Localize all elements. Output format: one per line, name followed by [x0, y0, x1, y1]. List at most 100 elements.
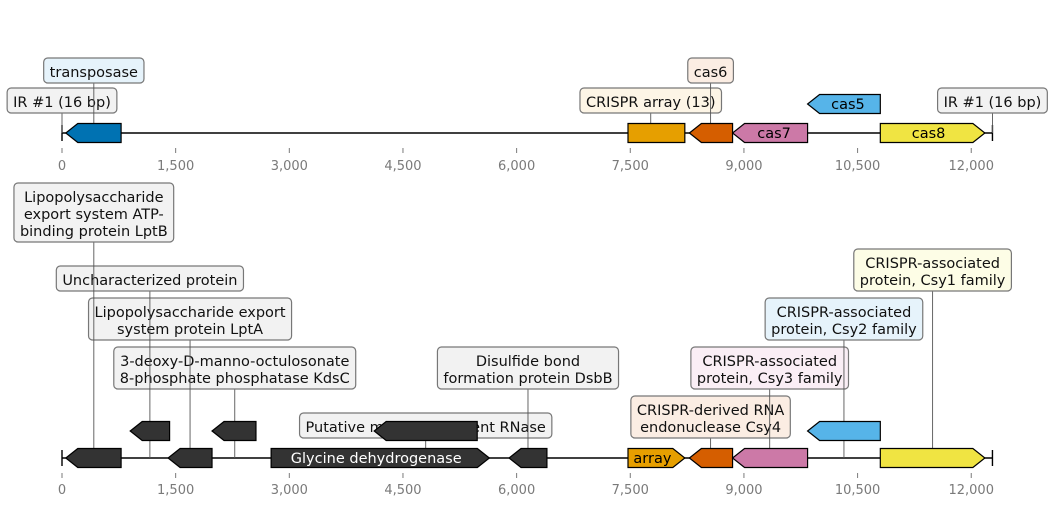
gene-arrow [373, 420, 478, 442]
tick-label: 4,500 [384, 159, 421, 174]
gene-arrow [627, 447, 686, 469]
annotation-box [13, 182, 175, 243]
annotation-box [55, 265, 245, 292]
annotation-box [113, 346, 357, 390]
tick-label: 12,000 [948, 159, 994, 174]
annotation-box [687, 57, 735, 84]
gene-label: array [633, 451, 671, 467]
gene-arrow [129, 420, 171, 442]
tick-label: 7,500 [612, 483, 649, 498]
feature-csy4-gene [688, 447, 734, 469]
annotation-box [579, 87, 723, 114]
feature-transposase-gene [64, 122, 122, 144]
feature-csy1-gene [879, 447, 986, 469]
feature-glycine-dehydrogenase-gene: Glycine dehydrogenase [270, 447, 491, 469]
annotation-text: Disulfide bond [476, 354, 580, 370]
annotation-ir-left: IR #1 (16 bp) [6, 87, 118, 114]
feature-array-gene: array [627, 447, 686, 469]
annotation-text: endonuclease Csy4 [640, 420, 781, 436]
annotation-text: system protein LptA [117, 322, 263, 338]
annotation-text: 8-phosphate phosphatase KdsC [120, 371, 350, 387]
tick-label: 10,500 [835, 483, 881, 498]
annotation-text: binding protein LptB [20, 224, 168, 240]
annotation-ir-right: IR #1 (16 bp) [936, 87, 1048, 114]
tick-label: 9,000 [725, 159, 762, 174]
gene-label: cas5 [831, 97, 865, 113]
feature-cas5-gene: cas5 [806, 93, 881, 115]
gene-arrow [627, 122, 686, 144]
tick-label: 3,000 [271, 483, 308, 498]
feature-csy3-gene [731, 447, 809, 469]
annotation-text: CRISPR array (13) [586, 95, 716, 111]
gene-arrow [167, 447, 213, 469]
tick-label: 0 [58, 159, 66, 174]
annotation-uncharacterized: Uncharacterized protein [55, 265, 245, 292]
annotation-text: protein, Csy3 family [697, 371, 843, 387]
tick-label: 9,000 [725, 483, 762, 498]
annotation-text: cas6 [694, 65, 728, 81]
tick-label: 6,000 [498, 159, 535, 174]
annotation-box [764, 297, 924, 341]
gene-arrow [64, 447, 122, 469]
annotation-cas6: cas6 [687, 57, 735, 84]
tick-label: 7,500 [612, 159, 649, 174]
annotation-text: Lipopolysaccharide export [95, 305, 286, 321]
gene-label: cas8 [912, 126, 946, 142]
tick-label: 4,500 [384, 483, 421, 498]
feature-crispr-array-13 [627, 122, 686, 144]
feature-cas7-gene: cas7 [731, 122, 809, 144]
gene-arrow [508, 447, 548, 469]
gene-arrow [879, 122, 986, 144]
annotation-box [436, 346, 620, 390]
gene-arrow [731, 447, 809, 469]
tick-label: 0 [58, 483, 66, 498]
gene-arrow [270, 447, 491, 469]
track-top: 0 1,500 3,000 4,500 6,000 7,500 9,000 10,500 12,… [6, 57, 1048, 174]
annotation-box [6, 87, 118, 114]
annotation-box [936, 87, 1048, 114]
annotation-text: CRISPR-associated [777, 305, 912, 321]
feature-rnase-gene [373, 420, 478, 442]
annotation-layer: Putative metal-dependent RNaseCRISPR-der… [13, 182, 1013, 458]
tick-label: 3,000 [271, 159, 308, 174]
annotation-text: protein, Csy1 family [860, 273, 1006, 289]
feature-dsbb-gene [508, 447, 548, 469]
gene-arrow [731, 122, 809, 144]
gene-arrow [688, 122, 734, 144]
tick-label: 12,000 [948, 483, 994, 498]
gene-arrow [64, 122, 122, 144]
feature-cas8-gene: cas8 [879, 122, 986, 144]
feature-lpta-gene [167, 447, 213, 469]
annotation-text: formation protein DsbB [443, 371, 612, 387]
annotation-text: IR #1 (16 bp) [13, 95, 111, 111]
gene-arrow [211, 420, 257, 442]
annotation-box [690, 346, 850, 390]
gene-label: Glycine dehydrogenase [291, 451, 462, 467]
tick-label: 1,500 [157, 159, 194, 174]
annotation-text: 3-deoxy-D-manno-octulosonate [120, 354, 349, 370]
gene-arrow [806, 420, 881, 442]
feature-lptb-gene [64, 447, 122, 469]
tick-label: 1,500 [157, 483, 194, 498]
annotation-text: protein, Csy2 family [771, 322, 917, 338]
annotation-text: CRISPR-associated [865, 256, 1000, 272]
annotation-text: Lipopolysaccharide [24, 190, 164, 206]
annotation-text: export system ATP- [24, 207, 164, 223]
gene-arrow [688, 447, 734, 469]
gene-label: cas7 [757, 126, 791, 142]
annotation-text: CRISPR-associated [702, 354, 837, 370]
annotation-box [87, 297, 293, 341]
annotation-box [853, 248, 1013, 292]
tick-label: 6,000 [498, 483, 535, 498]
annotation-transposase: transposase [43, 57, 145, 84]
annotation-text: Uncharacterized protein [62, 273, 237, 289]
annotation-text: CRISPR-derived RNA [637, 403, 784, 419]
